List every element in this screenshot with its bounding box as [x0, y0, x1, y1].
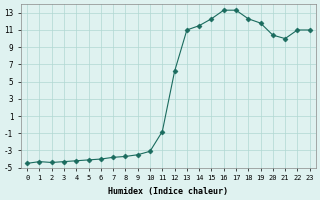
X-axis label: Humidex (Indice chaleur): Humidex (Indice chaleur) [108, 187, 228, 196]
